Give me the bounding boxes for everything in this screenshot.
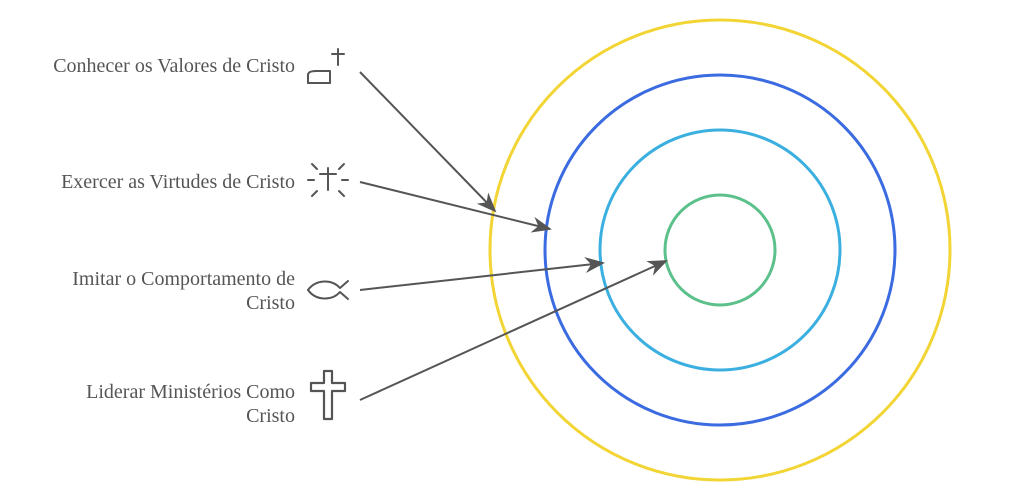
cross-rays-icon xyxy=(303,155,353,205)
arrow-1 xyxy=(360,182,550,229)
arrow-2 xyxy=(360,263,603,290)
cross-icon xyxy=(303,370,353,420)
fish-icon xyxy=(303,265,353,315)
ring-circle-2 xyxy=(600,130,840,370)
diagram-container: Conhecer os Valores de Cristo Exercer as… xyxy=(0,0,1024,500)
bible-cross-icon xyxy=(303,44,353,94)
ring-label-1: Exercer as Virtudes de Cristo xyxy=(35,170,295,194)
arrow-0 xyxy=(360,72,495,211)
ring-label-3: Liderar Ministérios Como Cristo xyxy=(35,380,295,428)
ring-circle-3 xyxy=(665,195,775,305)
ring-label-0: Conhecer os Valores de Cristo xyxy=(35,54,295,78)
ring-circle-0 xyxy=(490,20,950,480)
arrow-3 xyxy=(360,261,666,400)
ring-circle-1 xyxy=(545,75,895,425)
ring-label-2: Imitar o Comportamento de Cristo xyxy=(35,267,295,315)
